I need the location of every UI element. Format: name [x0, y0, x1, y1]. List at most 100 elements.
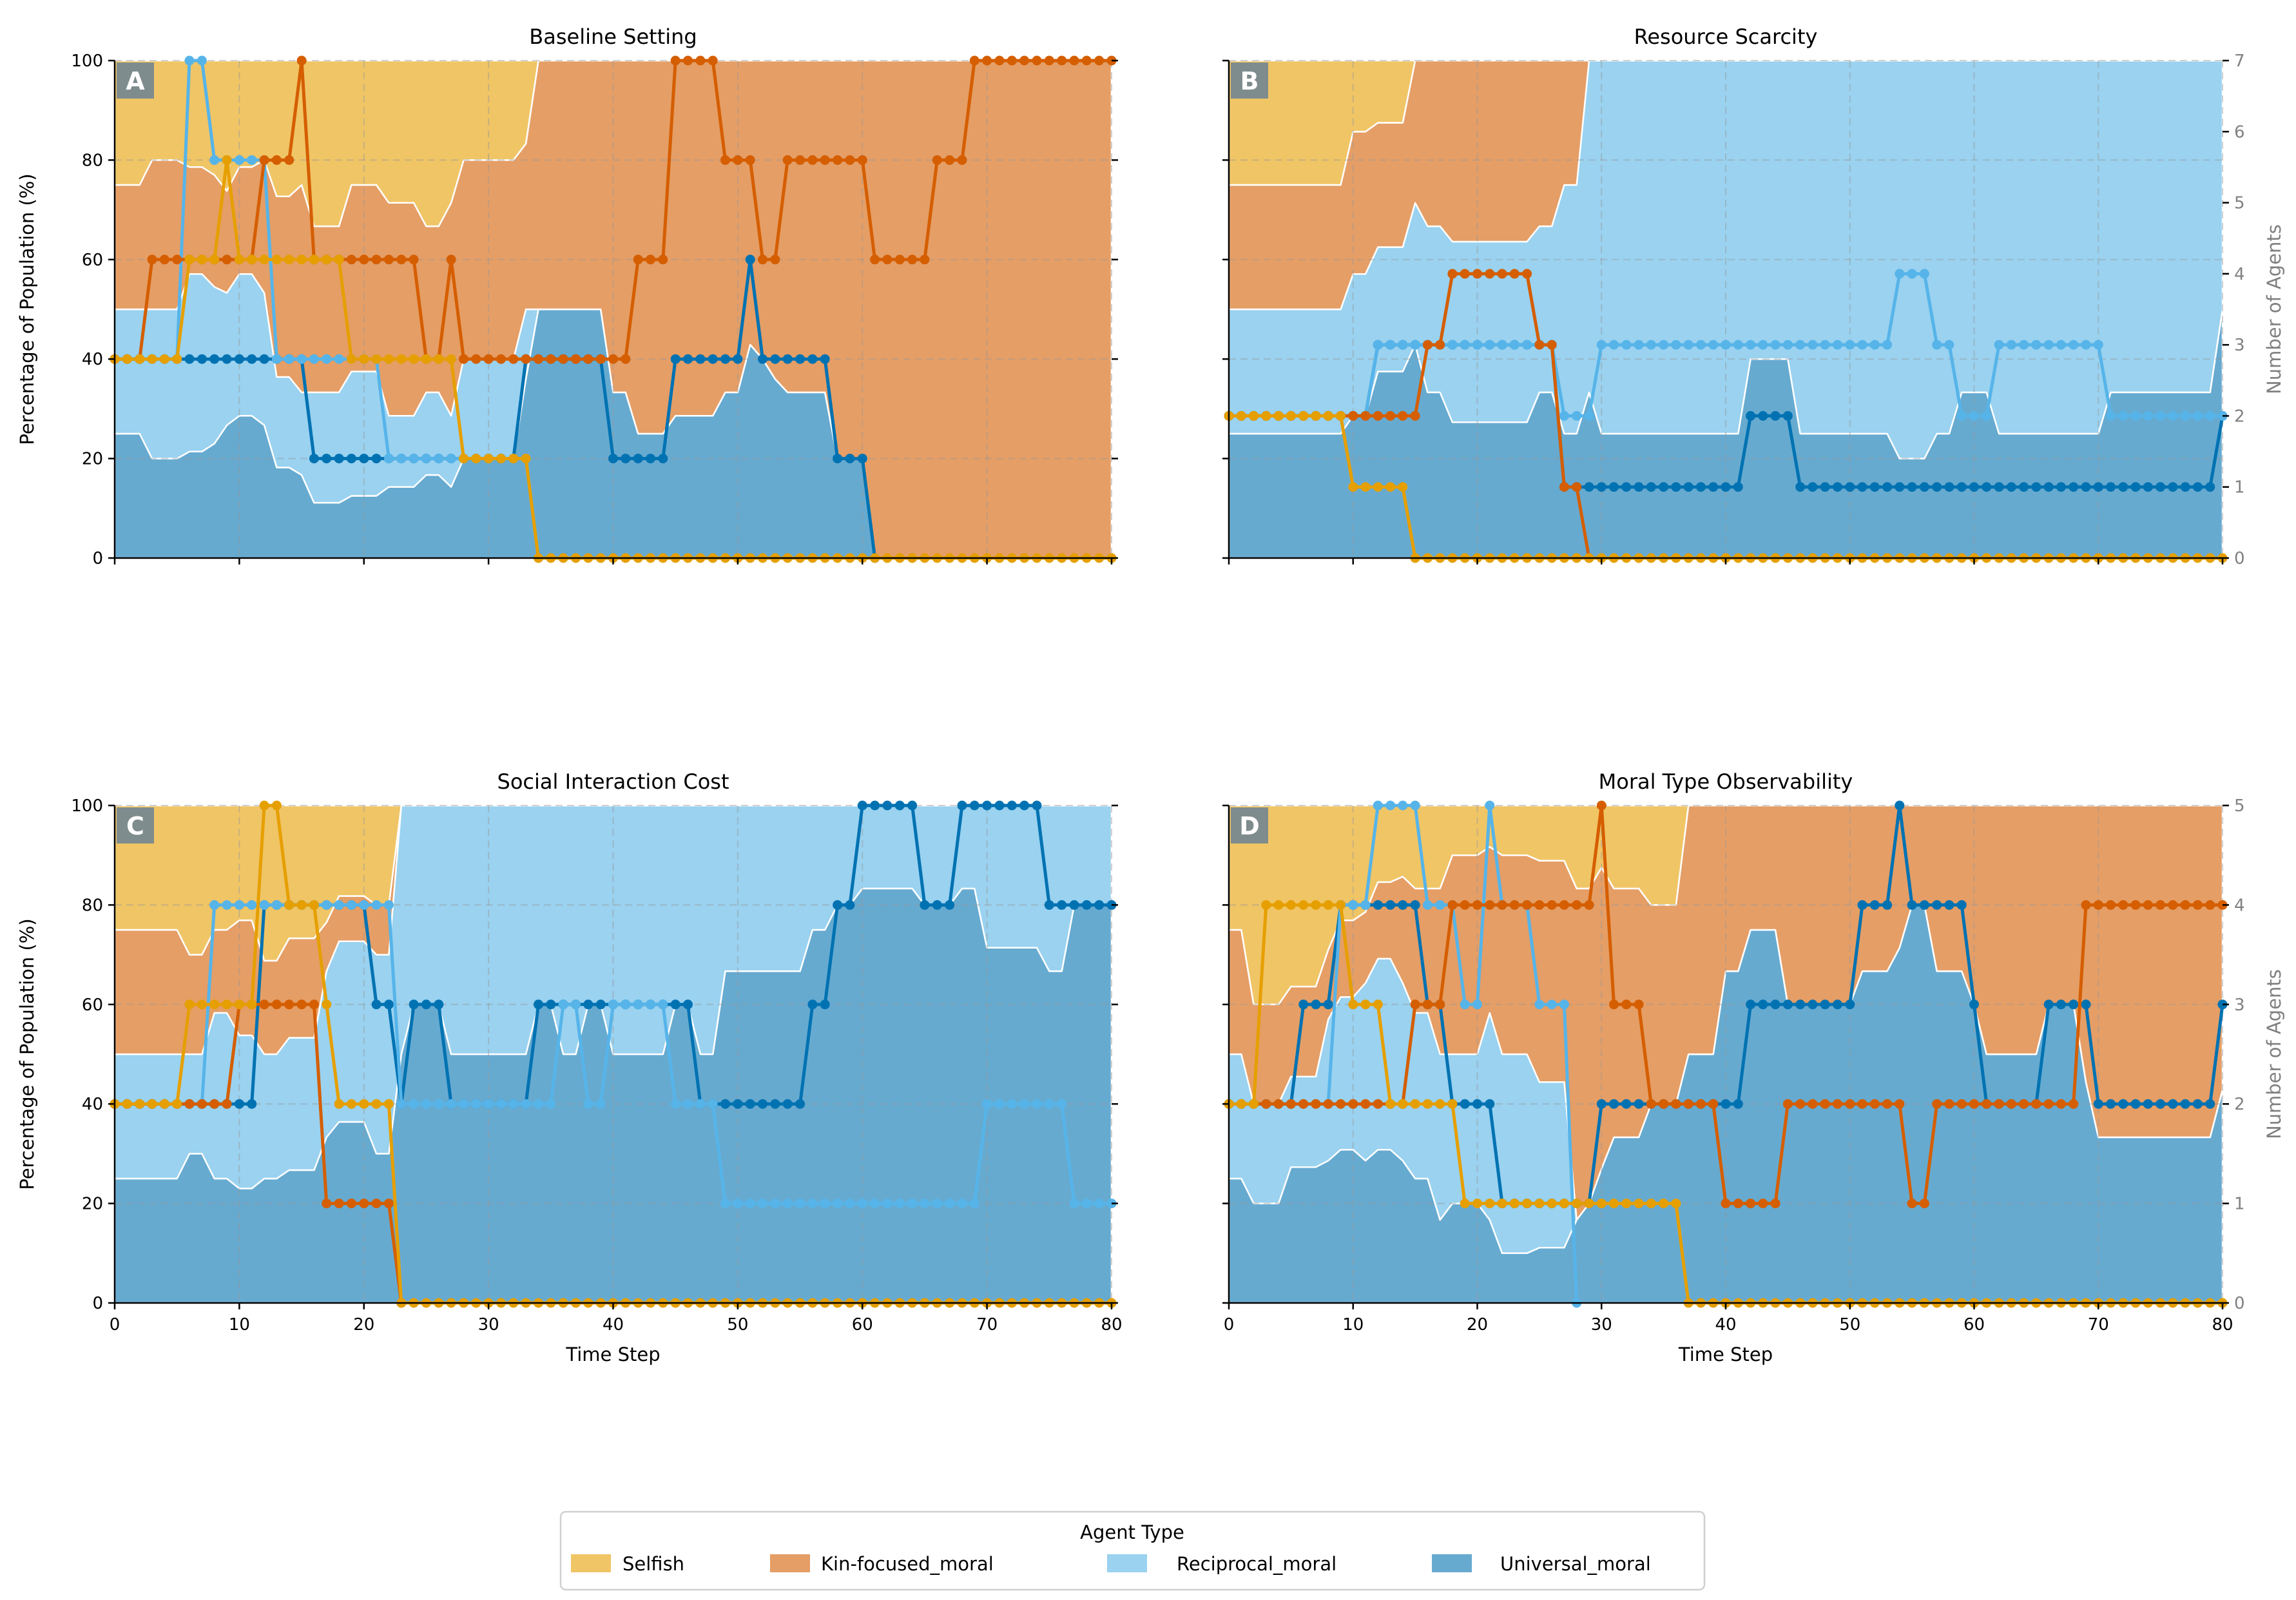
panel-title: Moral Type Observability — [1599, 769, 1853, 794]
point-reciprocal-moral — [1522, 340, 1532, 350]
point-reciprocal-moral — [396, 1099, 407, 1109]
point-universal-moral — [1944, 482, 1954, 492]
point-kin-focused-moral — [284, 155, 294, 165]
point-universal-moral — [957, 800, 967, 811]
point-selfish — [396, 354, 407, 364]
point-reciprocal-moral — [222, 900, 232, 910]
point-kin-focused-moral — [197, 1099, 207, 1109]
x-tick-label: 80 — [1101, 1315, 1122, 1335]
point-selfish — [1410, 1099, 1420, 1109]
point-selfish — [1323, 900, 1333, 910]
point-reciprocal-moral — [920, 1199, 930, 1209]
point-universal-moral — [907, 800, 918, 811]
point-kin-focused-moral — [1410, 410, 1420, 421]
point-universal-moral — [595, 999, 606, 1010]
point-universal-moral — [969, 800, 979, 811]
point-reciprocal-moral — [1559, 999, 1569, 1010]
point-reciprocal-moral — [621, 999, 631, 1010]
point-kin-focused-moral — [259, 999, 269, 1010]
point-kin-focused-moral — [2168, 900, 2178, 910]
point-reciprocal-moral — [1572, 410, 1582, 421]
point-universal-moral — [2180, 1099, 2190, 1109]
point-kin-focused-moral — [1559, 900, 1569, 910]
point-kin-focused-moral — [1057, 55, 1067, 66]
point-kin-focused-moral — [1485, 900, 1495, 910]
point-selfish — [496, 454, 506, 464]
point-selfish — [1286, 410, 1296, 421]
point-selfish — [334, 1099, 344, 1109]
point-kin-focused-moral — [309, 999, 319, 1010]
legend-label-reciprocal-moral: Reciprocal_moral — [1177, 1553, 1336, 1575]
area-selfish — [113, 804, 1113, 962]
point-kin-focused-moral — [1422, 999, 1433, 1010]
point-kin-focused-moral — [1534, 340, 1545, 350]
point-selfish — [1596, 1199, 1606, 1209]
point-universal-moral — [2130, 482, 2141, 492]
point-selfish — [383, 1099, 394, 1109]
point-kin-focused-moral — [159, 255, 169, 265]
point-kin-focused-moral — [795, 155, 806, 165]
point-reciprocal-moral — [857, 1199, 867, 1209]
point-universal-moral — [2168, 1099, 2178, 1109]
point-reciprocal-moral — [1882, 340, 1893, 350]
point-kin-focused-moral — [1460, 900, 1470, 910]
y-tick-label: 20 — [82, 1195, 103, 1214]
x-tick-label: 0 — [110, 1315, 121, 1335]
point-kin-focused-moral — [1919, 1199, 1929, 1209]
point-universal-moral — [920, 900, 930, 910]
point-reciprocal-moral — [434, 454, 444, 464]
point-selfish — [1646, 1199, 1656, 1209]
y-tick-label: 60 — [82, 251, 103, 270]
y2-tick-label: 4 — [2234, 265, 2245, 284]
point-reciprocal-moral — [346, 900, 356, 910]
point-reciprocal-moral — [1671, 340, 1681, 350]
point-reciprocal-moral — [1969, 410, 1979, 421]
y-tick-label: 60 — [82, 996, 103, 1015]
point-reciprocal-moral — [1410, 340, 1420, 350]
point-universal-moral — [2031, 482, 2041, 492]
point-reciprocal-moral — [1721, 340, 1731, 350]
point-reciprocal-moral — [1069, 1199, 1079, 1209]
point-universal-moral — [945, 900, 955, 910]
point-universal-moral — [646, 454, 655, 464]
point-universal-moral — [1869, 900, 1880, 910]
point-selfish — [359, 354, 369, 364]
point-kin-focused-moral — [1956, 1099, 1967, 1109]
point-kin-focused-moral — [1460, 269, 1470, 279]
point-selfish — [1323, 410, 1333, 421]
point-selfish — [359, 1099, 369, 1109]
point-reciprocal-moral — [259, 900, 269, 910]
point-kin-focused-moral — [994, 55, 1005, 66]
panel-a: 0 20 40 60 80 100 Baseline Setting Percentage o… — [16, 24, 1118, 568]
point-kin-focused-moral — [1522, 900, 1532, 910]
point-reciprocal-moral — [471, 1099, 481, 1109]
point-selfish — [1261, 900, 1271, 910]
y-tick-label: 0 — [92, 1294, 103, 1313]
point-selfish — [222, 999, 232, 1010]
point-kin-focused-moral — [2106, 900, 2116, 910]
point-reciprocal-moral — [446, 454, 456, 464]
x-tick-label: 10 — [1342, 1315, 1364, 1335]
point-kin-focused-moral — [409, 255, 419, 265]
point-reciprocal-moral — [1094, 1199, 1105, 1209]
point-reciprocal-moral — [770, 1199, 780, 1209]
point-universal-moral — [1019, 800, 1030, 811]
point-selfish — [1659, 1199, 1669, 1209]
point-selfish — [259, 255, 269, 265]
point-selfish — [1360, 999, 1371, 1010]
point-reciprocal-moral — [1485, 340, 1495, 350]
point-selfish — [1422, 1099, 1433, 1109]
panel-badge-letter: A — [126, 67, 145, 95]
point-selfish — [147, 354, 157, 364]
panel-b: 0 1 2 3 4 5 6 7 Resource Scarcity Number of Agent… — [1222, 24, 2285, 568]
point-universal-moral — [1919, 482, 1929, 492]
point-reciprocal-moral — [870, 1199, 880, 1209]
point-reciprocal-moral — [1447, 340, 1458, 350]
point-reciprocal-moral — [1646, 340, 1656, 350]
point-reciprocal-moral — [1044, 1099, 1054, 1109]
point-kin-focused-moral — [2019, 1099, 2029, 1109]
point-reciprocal-moral — [1032, 1099, 1042, 1109]
point-selfish — [508, 454, 519, 464]
